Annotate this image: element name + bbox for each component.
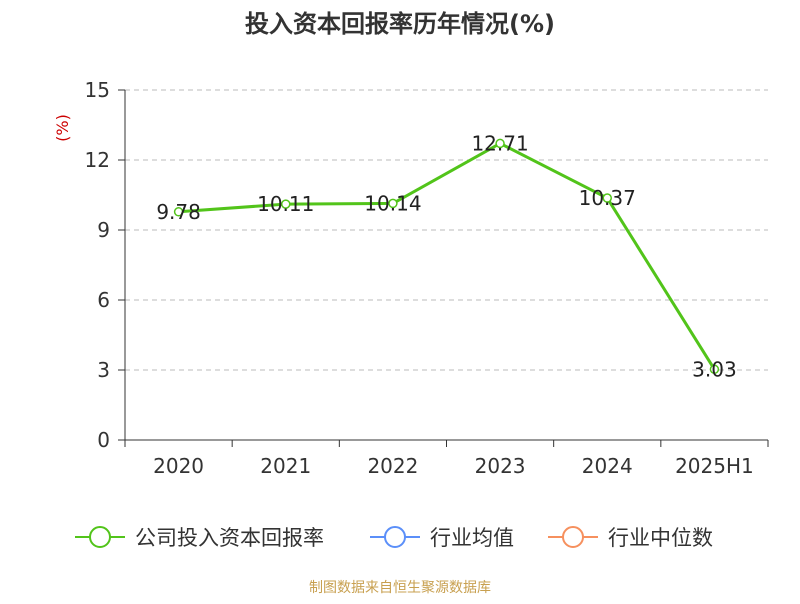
x-tick-label: 2023 [475, 454, 526, 478]
y-tick-label: 9 [97, 218, 110, 242]
chart-title: 投入资本回报率历年情况(%) [245, 10, 555, 38]
y-tick-label: 3 [97, 358, 110, 382]
axes [118, 89, 769, 447]
source-note: 制图数据来自恒生聚源数据库 [309, 580, 491, 596]
legend-label: 行业中位数 [608, 526, 713, 550]
y-axis-label: (%) [53, 114, 72, 142]
series-layer [173, 138, 720, 375]
y-tick-label: 12 [85, 148, 110, 172]
y-tick-label: 0 [97, 428, 110, 452]
data-point [709, 364, 720, 375]
legend-marker [384, 526, 406, 548]
data-point [173, 207, 184, 217]
x-tick-label: 2021 [260, 454, 311, 478]
data-label: 12.71 [471, 131, 528, 155]
series-line [178, 141, 716, 371]
legend-item: 行业中位数 [548, 526, 713, 550]
x-tick-labels: 2020 2021 2022 2023 2024 2025H1 [153, 454, 754, 478]
legend-marker [89, 526, 111, 548]
data-label: 3.03 [692, 357, 737, 381]
y-tick-label: 6 [97, 288, 110, 312]
data-label: 10.37 [579, 186, 636, 210]
y-tick-labels: 0 3 6 9 12 15 [85, 78, 110, 452]
data-point [281, 199, 291, 209]
grid-lines [125, 89, 768, 371]
data-point [602, 193, 612, 203]
legend-item: 公司投入资本回报率 [75, 526, 324, 550]
x-tick-label: 2022 [367, 454, 418, 478]
data-labels: 9.78 10.11 10.14 12.71 10.37 3.03 [156, 131, 736, 381]
legend-label: 行业均值 [430, 526, 514, 550]
data-label: 9.78 [156, 200, 201, 224]
x-tick-label: 2025H1 [675, 454, 754, 478]
legend-item: 行业均值 [370, 526, 514, 550]
data-point [388, 198, 398, 209]
x-tick-label: 2020 [153, 454, 204, 478]
y-tick-label: 15 [85, 78, 110, 102]
legend: 公司投入资本回报率 行业均值 行业中位数 [75, 526, 713, 550]
data-label: 10.11 [257, 192, 314, 216]
data-point [495, 138, 505, 149]
legend-marker [562, 526, 584, 548]
data-label: 10.14 [364, 191, 421, 215]
legend-label: 公司投入资本回报率 [135, 526, 324, 550]
x-tick-label: 2024 [582, 454, 633, 478]
